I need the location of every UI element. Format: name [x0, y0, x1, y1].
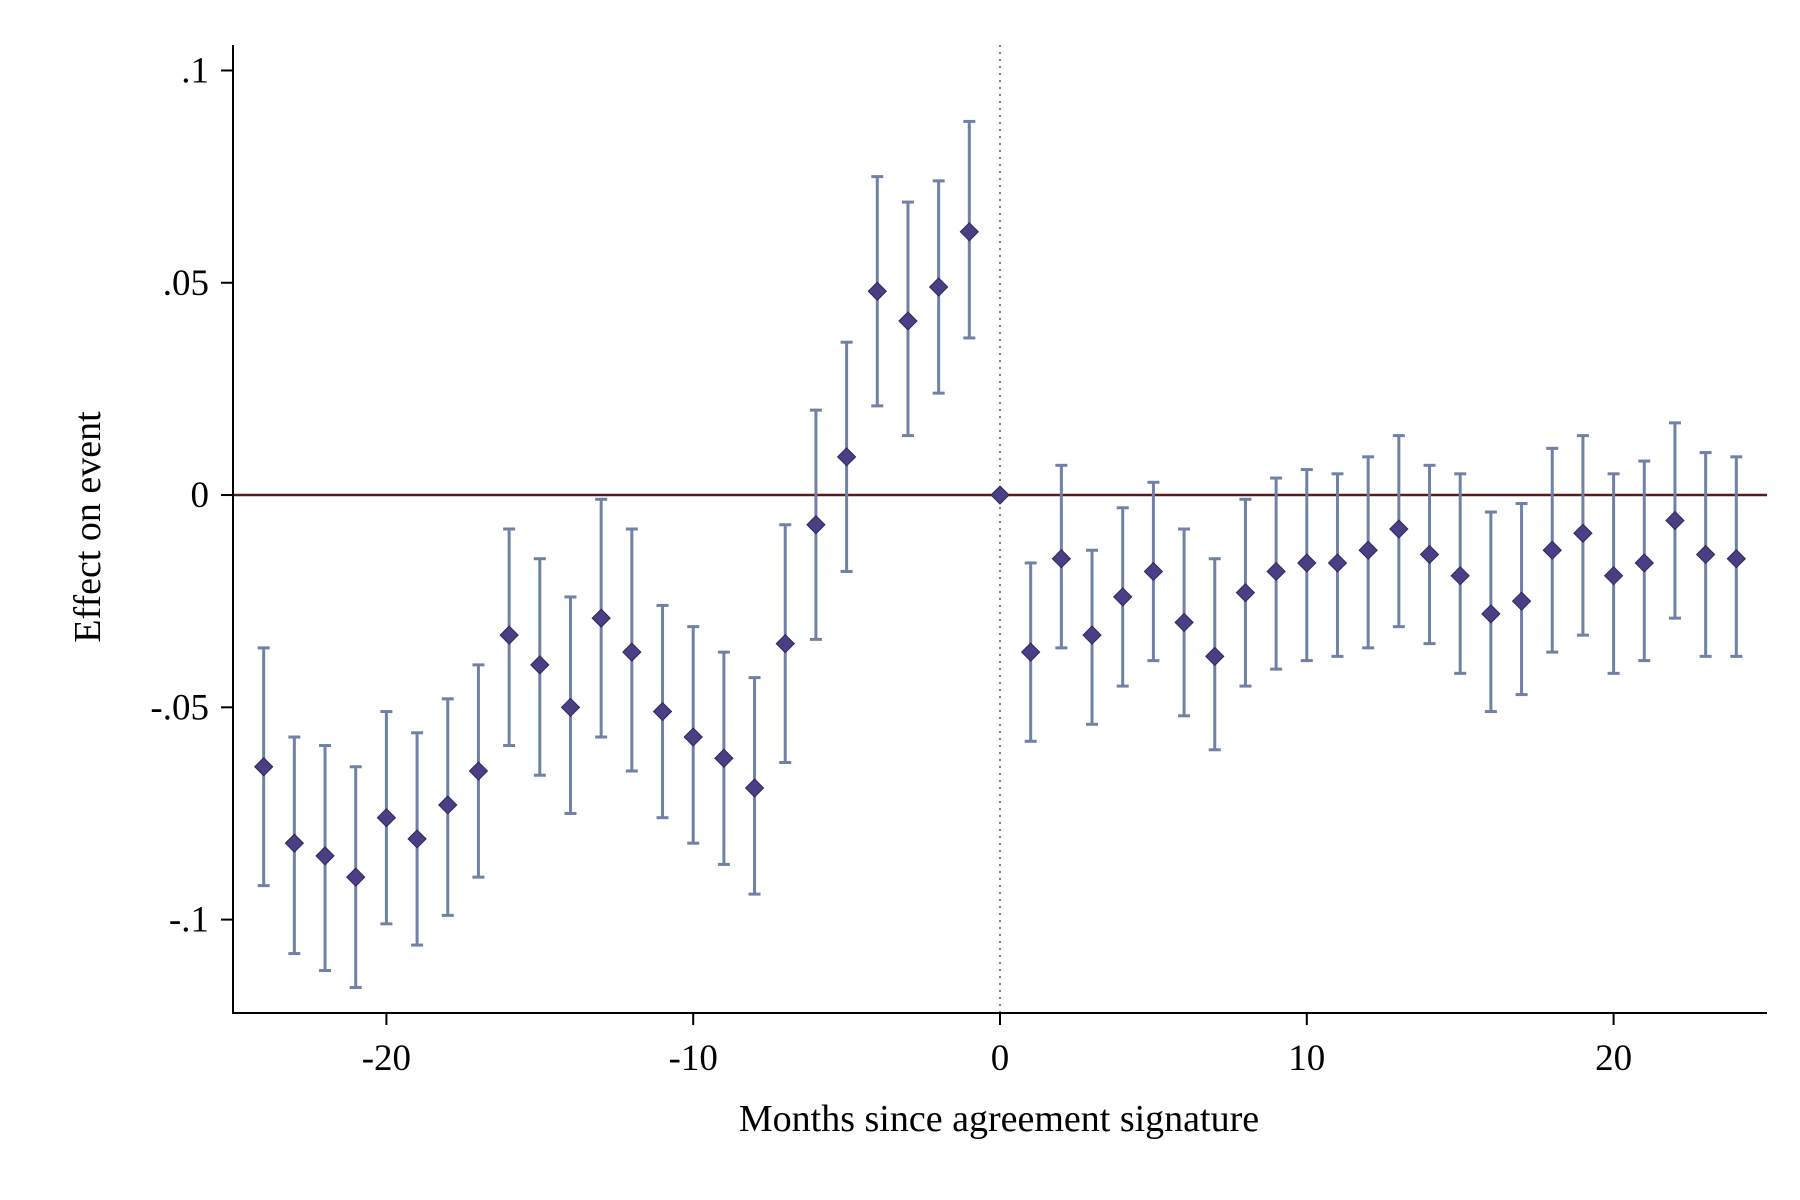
point-marker [1266, 561, 1286, 582]
y-axis-title: Effect on event [67, 411, 109, 643]
point-marker [1542, 540, 1562, 560]
point-marker [1143, 561, 1164, 582]
point-marker [346, 867, 366, 887]
y-tick-label: -.1 [169, 900, 209, 941]
point-marker [1113, 587, 1133, 607]
point-marker [1051, 549, 1072, 569]
point-marker [253, 757, 274, 777]
point-marker [1573, 523, 1593, 543]
point-marker [407, 829, 427, 849]
reference-lines [233, 45, 1767, 1013]
point-marker [1205, 646, 1225, 667]
x-tick-label: 10 [1288, 1038, 1325, 1079]
x-axis-title: Months since agreement signature [739, 1098, 1259, 1140]
x-tick-label: 20 [1595, 1038, 1632, 1079]
x-tick-label: 0 [991, 1038, 1010, 1079]
point-marker [1634, 553, 1654, 573]
point-marker [560, 697, 581, 718]
point-marker [959, 222, 980, 242]
point-marker [284, 833, 305, 853]
point-marker [315, 846, 335, 866]
point-marker [1327, 553, 1348, 573]
point-marker [468, 761, 489, 781]
point-marker [499, 625, 519, 645]
y-tick-label: 0 [191, 475, 210, 516]
x-tick-label: -20 [362, 1038, 411, 1079]
point-marker [836, 447, 857, 467]
point-marker [622, 642, 642, 662]
point-marker [1665, 510, 1685, 531]
point-marker [714, 748, 734, 768]
y-axis-ticks: .1 .05 0 -.05 -.1 [150, 50, 233, 941]
point-marker [867, 281, 887, 301]
point-marker [530, 655, 550, 675]
y-tick-label: -.05 [150, 687, 209, 728]
point-marker [1481, 604, 1501, 624]
point-marker [1389, 519, 1409, 539]
point-markers [253, 222, 1747, 887]
point-marker [1603, 565, 1624, 586]
point-marker [990, 485, 1010, 505]
point-marker [898, 311, 918, 331]
x-tick-label: -10 [669, 1038, 718, 1079]
point-marker [1419, 544, 1440, 565]
point-marker [1020, 642, 1041, 662]
point-marker [591, 608, 611, 628]
y-tick-label: .1 [181, 50, 209, 91]
point-marker [1297, 553, 1317, 573]
y-tick-label: .05 [163, 263, 209, 304]
point-marker [683, 727, 703, 747]
point-marker [1358, 540, 1378, 560]
point-marker [1450, 565, 1470, 586]
point-marker [1174, 612, 1194, 633]
point-marker [928, 277, 949, 297]
point-marker [652, 701, 673, 722]
point-marker [438, 795, 458, 815]
point-marker [1726, 549, 1747, 569]
point-marker [775, 633, 795, 654]
x-axis-ticks: -20 -10 0 10 20 [362, 1013, 1632, 1079]
point-marker [376, 807, 397, 828]
point-marker [1511, 591, 1532, 611]
point-marker [1235, 582, 1256, 603]
point-marker [1082, 625, 1102, 645]
point-marker [806, 515, 826, 535]
point-marker [744, 778, 765, 798]
point-marker [1695, 544, 1716, 565]
